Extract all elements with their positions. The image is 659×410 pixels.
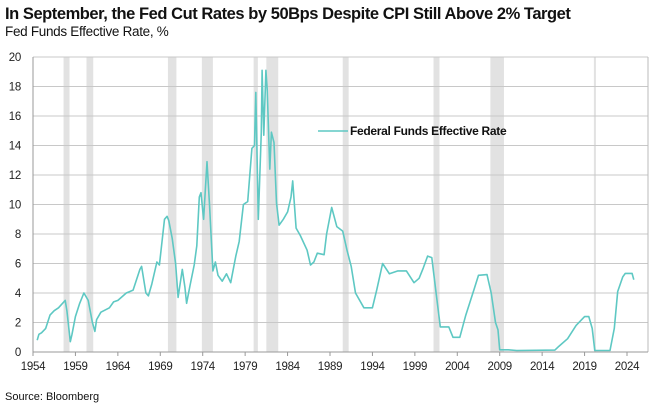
y-tick-label: 20	[9, 52, 21, 64]
x-tick-label: 2009	[488, 361, 512, 373]
x-tick-label: 2004	[445, 361, 470, 373]
y-tick-label: 2	[15, 318, 21, 330]
y-tick-label: 0	[15, 347, 21, 359]
x-tick-label: 1984	[275, 361, 300, 373]
y-tick-label: 16	[9, 111, 21, 123]
y-tick-label: 8	[15, 229, 21, 241]
gridlines	[32, 56, 649, 353]
y-tick-label: 4	[15, 288, 22, 300]
y-tick-label: 14	[9, 141, 22, 153]
x-tick-label: 1959	[63, 361, 87, 373]
legend: Federal Funds Effective Rate	[318, 124, 507, 138]
y-tick-label: 6	[15, 259, 21, 271]
x-tick-label: 2014	[530, 361, 555, 373]
y-tick-label: 18	[9, 82, 21, 94]
x-tick-label: 1979	[233, 361, 257, 373]
chart-title: In September, the Fed Cut Rates by 50Bps…	[5, 5, 571, 23]
x-tick-label: 1989	[318, 361, 342, 373]
legend-label: Federal Funds Effective Rate	[350, 124, 507, 138]
x-tick-label: 2019	[572, 361, 596, 373]
source-note: Source: Bloomberg	[5, 391, 100, 403]
y-axis: 0 2 4 6 8 10 12 14 16 18 20	[9, 52, 22, 359]
x-tick-label: 1994	[360, 361, 385, 373]
x-tick-label: 1969	[148, 361, 172, 373]
x-tick-label: 2024	[615, 361, 640, 373]
x-axis: 1954 1959 1964 1969 1974 1979 1984 1989 1994 1999…	[21, 352, 640, 373]
x-tick-label: 1999	[403, 361, 427, 373]
chart-subtitle: Fed Funds Effective Rate, %	[5, 24, 169, 39]
x-tick-label: 1964	[106, 361, 131, 373]
y-tick-label: 12	[9, 170, 21, 182]
y-tick-label: 10	[9, 200, 21, 212]
x-tick-label: 1954	[21, 361, 46, 373]
series-line-fed-funds-rate	[36, 69, 635, 352]
x-tick-label: 1974	[191, 361, 216, 373]
